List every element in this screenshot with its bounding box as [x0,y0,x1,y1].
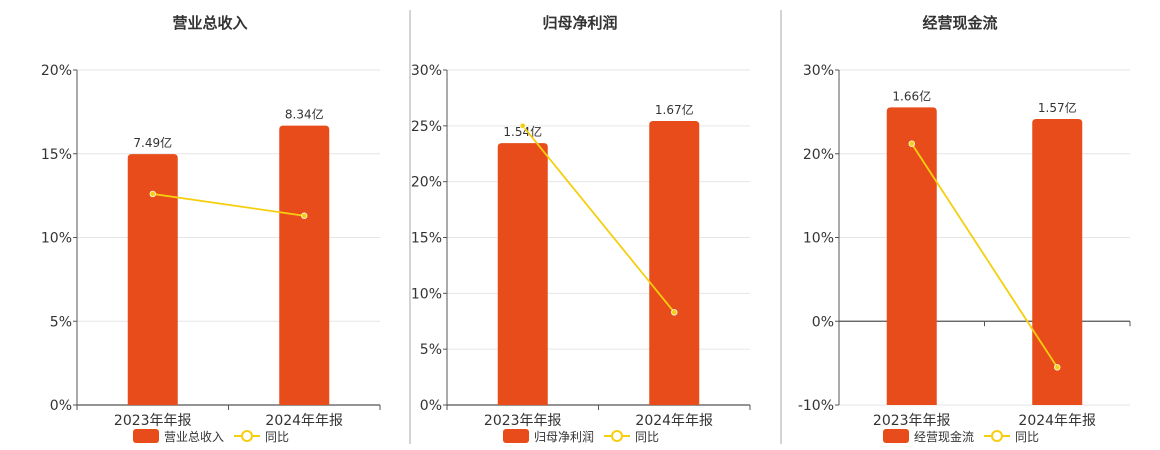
x-category-label: 2024年年报 [1018,413,1096,429]
bar-value-label: 1.67亿 [655,102,694,117]
yoy-point [149,190,156,198]
y-tick-label: -10% [798,398,834,414]
chart-panel-1: 营业总收入 0% 5% 10% 15% 20% 7.49亿 8.34亿 2023年年报 2024年… [41,14,381,444]
legend-line-marker [241,430,253,442]
x-category-label: 2023年年报 [114,413,192,429]
chart-title: 营业总收入 [172,14,247,32]
y-tick-label: 30% [803,63,834,79]
legend-bar-label: 经营现金流 [914,429,974,444]
legend: 经营现金流 同比 [883,429,1039,444]
legend-bar-label: 归母净利润 [534,430,594,444]
legend-line-label: 同比 [635,430,659,444]
yoy-point [519,122,526,130]
y-tick-label: 0% [50,398,72,414]
yoy-point [301,212,308,219]
y-tick-label: 15% [41,147,72,163]
x-category-label: 2024年年报 [635,413,713,429]
bar-value-label: 1.57亿 [1038,100,1077,115]
y-tick-label: 30% [411,63,442,79]
yoy-line [522,125,675,313]
bar [1032,118,1083,405]
y-tick-label: 0% [812,314,834,330]
y-tick-label: 5% [420,342,442,358]
chart-title: 经营现金流 [922,14,997,32]
y-tick-label: 20% [411,175,442,191]
y-tick-label: 20% [803,147,834,163]
bar [886,107,937,405]
legend-line-marker [991,430,1003,442]
y-tick-label: 20% [41,63,72,79]
legend-bar-label: 营业总收入 [164,430,224,444]
legend-bar-swatch [883,429,909,443]
yoy-line [152,193,305,217]
y-tick-label: 10% [41,231,72,247]
bar [649,121,700,405]
x-category-label: 2024年年报 [265,413,343,429]
bar-value-label: 7.49亿 [133,135,172,150]
yoy-point [908,140,915,147]
bar [127,154,178,405]
legend: 归母净利润 同比 [503,429,659,444]
y-tick-label: 5% [50,314,72,330]
yoy-point [671,309,678,316]
x-category-label: 2023年年报 [484,413,562,429]
legend-bar-swatch [503,429,529,443]
y-tick-label: 10% [803,231,834,247]
yoy-point [1054,364,1061,371]
bar-value-label: 1.54亿 [503,124,542,139]
legend-line-label: 同比 [265,430,289,444]
y-tick-label: 25% [411,119,442,135]
yoy-line [910,143,1059,368]
y-tick-label: 0% [420,398,442,414]
chart-panel-3: 经营现金流 -10% 0% 10% 20% 30% 1.66亿 1.57亿 2023年年报 202… [798,14,1131,444]
bar-value-label: 1.66亿 [892,88,931,103]
bar [497,143,548,405]
legend-bar-swatch [133,429,159,443]
legend: 营业总收入 同比 [133,429,289,444]
y-tick-label: 10% [411,286,442,302]
x-category-label: 2023年年报 [873,413,951,429]
chart-title: 归母净利润 [542,14,617,32]
chart-panel-2: 归母净利润 0% 5% 10% 15% 20% 25% 30% 1.54亿 1.67亿 2023年年… [411,14,751,444]
bar-value-label: 8.34亿 [285,107,324,122]
legend-line-marker [611,430,623,442]
bar [279,125,330,406]
legend-line-label: 同比 [1015,430,1039,444]
y-tick-label: 15% [411,231,442,247]
